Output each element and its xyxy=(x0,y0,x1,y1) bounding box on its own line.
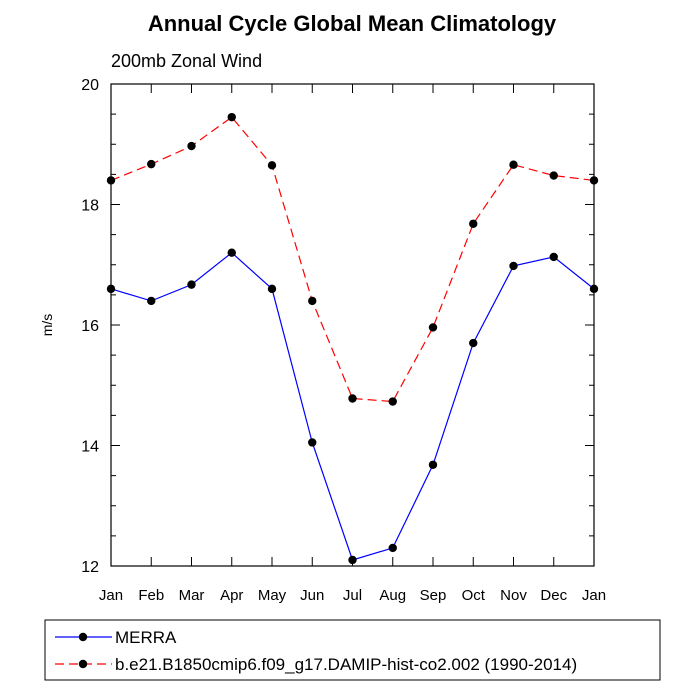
data-point xyxy=(147,159,156,169)
x-tick-label: Sep xyxy=(420,587,447,604)
x-tick-label: Jul xyxy=(343,587,362,604)
y-tick-label: 20 xyxy=(81,77,99,94)
x-tick-label: Jun xyxy=(300,587,324,604)
x-tick-label: Nov xyxy=(500,587,527,604)
data-point xyxy=(549,171,558,180)
plot-area xyxy=(106,112,599,565)
data-point xyxy=(509,160,518,169)
legend-marker xyxy=(78,659,88,669)
x-tick-label: Oct xyxy=(462,587,486,604)
data-point xyxy=(308,296,317,306)
data-point xyxy=(469,219,478,228)
legend-label: MERRA xyxy=(115,628,177,647)
chart-title: Annual Cycle Global Mean Climatology xyxy=(148,11,557,36)
x-tick-label: Aug xyxy=(379,587,406,604)
legend: MERRA b.e21.B1850cmip6.f09_g17.DAMIP-hist… xyxy=(44,619,661,681)
data-point xyxy=(106,176,116,185)
x-tick-label: Dec xyxy=(540,587,567,604)
data-point xyxy=(388,543,397,553)
legend-label: b.e21.B1850cmip6.f09_g17.DAMIP-hist-co2.… xyxy=(115,655,577,674)
x-tick-label: Jan xyxy=(99,587,123,604)
data-point xyxy=(187,280,196,289)
data-point xyxy=(509,261,518,271)
data-point xyxy=(589,176,599,185)
data-point xyxy=(227,112,236,122)
data-point xyxy=(589,284,599,294)
legend-box xyxy=(44,619,661,681)
axes: 12 14 16 18 20 Jan Feb Mar Apr May Jun Jul Aug Sep Oct… xyxy=(81,77,606,604)
y-tick-label: 12 xyxy=(81,559,99,576)
data-point xyxy=(388,397,397,406)
data-point xyxy=(187,141,196,151)
data-point xyxy=(348,555,357,565)
x-tick-label: Apr xyxy=(220,587,243,604)
x-tick-label: Feb xyxy=(138,587,164,604)
data-point xyxy=(267,161,277,170)
series-line-0 xyxy=(110,251,595,561)
x-tick-label: May xyxy=(258,587,287,604)
x-tick-label: Mar xyxy=(179,587,205,604)
data-point xyxy=(348,394,357,403)
data-point xyxy=(267,284,277,294)
y-axis-label: m/s xyxy=(39,314,55,337)
chart-subtitle: 200mb Zonal Wind xyxy=(111,51,262,71)
plot-frame xyxy=(110,83,595,567)
data-point xyxy=(147,296,156,306)
data-point xyxy=(549,252,558,262)
data-point xyxy=(428,460,438,469)
series-line-1 xyxy=(110,116,595,403)
legend-marker xyxy=(78,632,88,642)
y-tick-label: 16 xyxy=(81,318,99,335)
x-tick-label: Jan xyxy=(582,587,606,604)
data-point xyxy=(428,323,438,332)
y-tick-label: 14 xyxy=(81,439,99,456)
data-point xyxy=(469,338,478,348)
data-point xyxy=(227,248,236,257)
y-tick-label: 18 xyxy=(81,198,99,215)
data-point xyxy=(106,284,116,294)
data-point xyxy=(308,438,317,447)
